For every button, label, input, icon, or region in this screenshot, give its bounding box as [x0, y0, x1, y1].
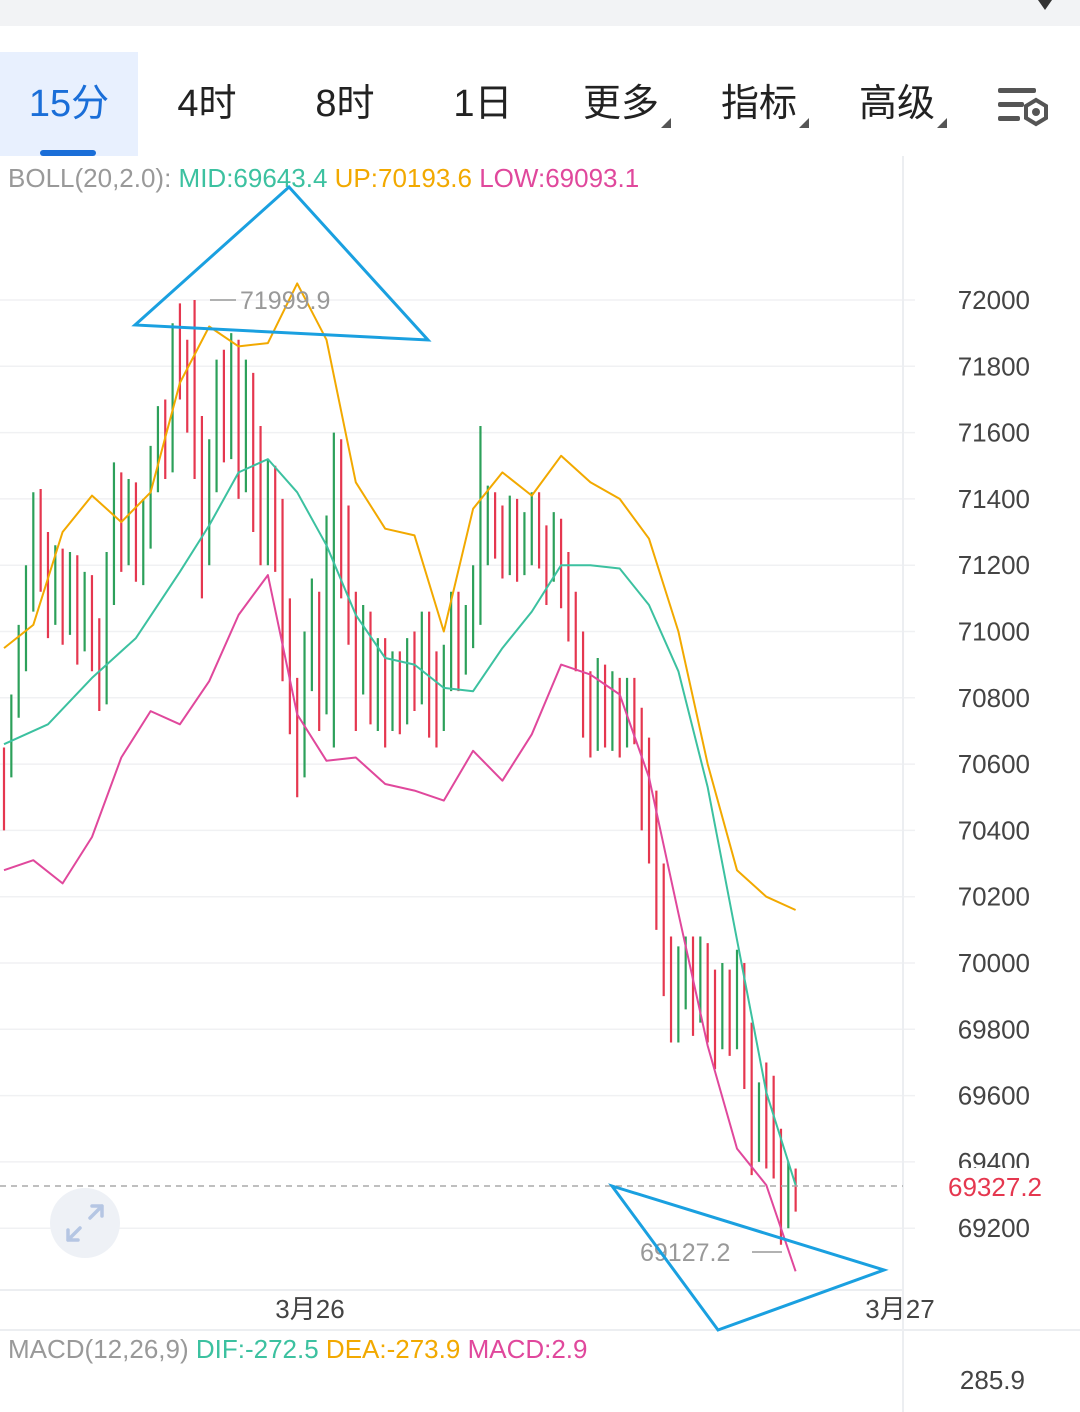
y-tick-label: 70800 [958, 683, 1030, 713]
timeframe-tabs: 15分 4时 8时 1日 更多 指标 高级 [0, 52, 1080, 156]
tab-label: 指标 [720, 83, 797, 125]
max-price-label: 71999.9 [240, 287, 330, 315]
tab-advanced[interactable]: 高级 [828, 52, 966, 156]
grid-lines [0, 299, 915, 1229]
band-line-upper [3, 282, 797, 911]
price-axis: 6920069400696006980070000702007040070600… [958, 285, 1030, 1243]
current-price-tag [905, 1168, 1080, 1206]
macd-dif: DIF:-272.5 [196, 1334, 319, 1364]
y-tick-label: 71200 [958, 550, 1030, 580]
macd-legend: MACD(12,26,9) DIF:-272.5 DEA:-273.9 MACD… [8, 1334, 587, 1364]
tab-15min[interactable]: 15分 [0, 52, 138, 156]
macd-name: MACD(12,26,9) [8, 1334, 189, 1364]
expand-button[interactable] [50, 1188, 120, 1258]
y-tick-label: 70600 [958, 749, 1030, 779]
chart-settings-icon[interactable] [996, 82, 1052, 130]
y-tick-label: 71000 [958, 617, 1030, 647]
triangle-annotation-top [131, 184, 432, 342]
tab-indicators[interactable]: 指标 [690, 52, 828, 156]
dropdown-triangle-icon [661, 118, 671, 128]
tab-label: 4时 [177, 83, 237, 125]
y-tick-label: 70400 [958, 815, 1030, 845]
tab-label: 更多 [582, 83, 659, 125]
macd-dea: DEA:-273.9 [326, 1334, 460, 1364]
y-tick-label: 70000 [958, 948, 1030, 978]
corner-arrow-icon [1038, 0, 1052, 10]
x-tick-label: 3月27 [865, 1294, 934, 1324]
boll-low: LOW:69093.1 [479, 163, 639, 193]
tab-label: 高级 [858, 83, 935, 125]
active-tab-indicator [40, 150, 96, 156]
band-line-lower [3, 574, 797, 1272]
current-price-label: 69327.2 [948, 1172, 1042, 1202]
x-tick-label: 3月26 [275, 1294, 344, 1324]
macd-axis-label: 285.9 [960, 1365, 1025, 1395]
boll-up: UP:70193.6 [335, 163, 472, 193]
band-line-mid [3, 458, 797, 1186]
tab-label: 15分 [28, 83, 110, 125]
y-tick-label: 69800 [958, 1014, 1030, 1044]
y-tick-label: 69600 [958, 1081, 1030, 1111]
dropdown-triangle-icon [799, 118, 809, 128]
y-tick-label: 70200 [958, 882, 1030, 912]
tab-8h[interactable]: 8时 [276, 52, 414, 156]
boll-name: BOLL(20,2.0): [8, 163, 171, 193]
y-tick-label: 69200 [958, 1213, 1030, 1243]
y-tick-label: 71400 [958, 484, 1030, 514]
y-tick-label: 71600 [958, 418, 1030, 448]
candlestick-chart[interactable]: 6920069400696006980070000702007040070600… [0, 156, 1080, 1412]
tab-1d[interactable]: 1日 [414, 52, 552, 156]
dropdown-triangle-icon [937, 118, 947, 128]
boll-mid: MID:69643.4 [179, 163, 328, 193]
tab-label: 8时 [315, 83, 375, 125]
status-strip [0, 0, 1080, 26]
y-tick-label: 72000 [958, 285, 1030, 315]
max-price-marker: 71999.9 [210, 287, 330, 315]
expand-icon [66, 1204, 104, 1242]
macd-value: MACD:2.9 [468, 1334, 588, 1364]
bollinger-bands [3, 282, 797, 1272]
tab-label: 1日 [453, 83, 513, 125]
candles [2, 300, 797, 1245]
tab-more[interactable]: 更多 [552, 52, 690, 156]
boll-legend: BOLL(20,2.0): MID:69643.4 UP:70193.6 LOW… [8, 163, 639, 193]
y-tick-label: 71800 [958, 351, 1030, 381]
tab-4h[interactable]: 4时 [138, 52, 276, 156]
triangle-annotation-bottom [608, 1183, 889, 1332]
